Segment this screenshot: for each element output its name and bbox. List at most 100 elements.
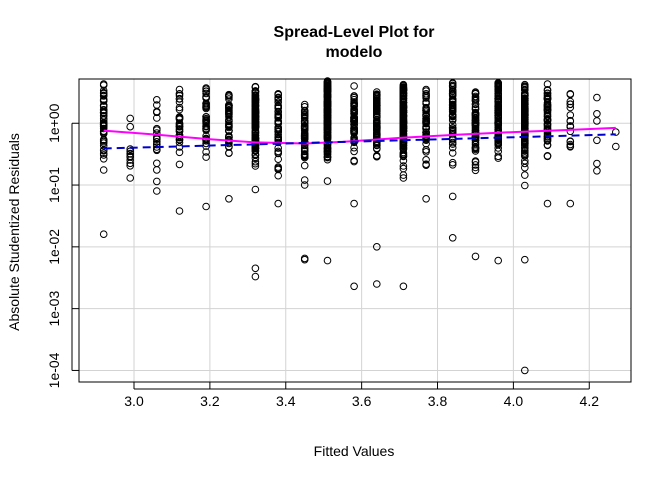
data-point xyxy=(274,102,283,111)
data-point xyxy=(175,138,184,147)
data-point xyxy=(251,94,260,102)
data-point xyxy=(202,103,210,111)
data-point xyxy=(323,113,332,121)
data-point xyxy=(300,103,309,111)
data-point xyxy=(350,101,358,109)
data-point xyxy=(274,171,283,180)
data-point xyxy=(448,143,457,152)
data-point xyxy=(274,98,283,107)
chart-title-line1: Spread-Level Plot for xyxy=(274,24,435,41)
data-point xyxy=(494,119,503,128)
robust-fit-line xyxy=(103,133,616,150)
data-point xyxy=(494,94,503,103)
data-point xyxy=(521,116,529,125)
data-point xyxy=(422,124,430,133)
data-point xyxy=(593,167,601,175)
data-point xyxy=(543,100,552,109)
data-point xyxy=(99,230,108,238)
data-point xyxy=(521,152,529,160)
data-point xyxy=(566,142,575,150)
data-point xyxy=(350,98,358,106)
data-point xyxy=(300,150,309,159)
data-point xyxy=(566,116,575,125)
data-point xyxy=(274,163,283,171)
data-point xyxy=(99,86,108,95)
data-point xyxy=(521,104,529,113)
data-point xyxy=(175,103,184,112)
data-points xyxy=(99,77,620,375)
data-point xyxy=(494,127,503,136)
data-point xyxy=(422,94,430,102)
data-point xyxy=(202,202,210,211)
data-point xyxy=(274,133,283,141)
data-point xyxy=(251,83,260,91)
data-point xyxy=(521,181,529,190)
data-point xyxy=(153,166,161,174)
data-point xyxy=(202,139,210,148)
data-point xyxy=(202,87,210,95)
x-tick-label: 3.0 xyxy=(124,393,144,409)
data-point xyxy=(494,152,503,161)
data-point xyxy=(373,127,381,135)
data-point xyxy=(99,141,108,150)
data-point xyxy=(350,147,358,156)
data-point xyxy=(175,160,184,169)
data-point xyxy=(251,272,260,281)
data-point xyxy=(99,146,108,154)
data-point xyxy=(448,192,457,201)
y-tick-label: 1e-01 xyxy=(46,167,62,203)
data-point xyxy=(448,89,457,98)
data-point xyxy=(373,144,381,153)
data-point xyxy=(175,90,184,98)
data-point xyxy=(494,87,503,96)
data-point xyxy=(566,90,575,99)
data-point xyxy=(153,187,161,195)
x-tick-label: 3.2 xyxy=(200,393,220,409)
data-point xyxy=(399,86,408,94)
data-point xyxy=(300,254,309,263)
data-point xyxy=(274,107,283,116)
data-point xyxy=(422,98,430,106)
data-point xyxy=(521,141,529,149)
data-point xyxy=(350,143,358,152)
y-axis: 1e-04 1e-03 1e-02 1e-01 1e+00 xyxy=(46,103,79,388)
data-point xyxy=(99,119,108,127)
data-point xyxy=(373,104,381,113)
data-point xyxy=(566,111,575,119)
data-point xyxy=(350,115,358,124)
data-point xyxy=(202,125,210,133)
data-point xyxy=(251,157,260,166)
data-point xyxy=(202,148,210,156)
data-point xyxy=(175,115,184,124)
y-tick-label: 1e-02 xyxy=(46,229,62,265)
data-point xyxy=(521,146,529,155)
data-point xyxy=(300,181,309,189)
data-point xyxy=(373,93,381,101)
y-tick-label: 1e+00 xyxy=(46,103,62,143)
data-point xyxy=(399,171,408,179)
data-point xyxy=(350,199,358,208)
data-point xyxy=(373,121,381,129)
data-point xyxy=(202,113,210,121)
data-point xyxy=(300,161,309,170)
data-point xyxy=(251,121,260,129)
data-point xyxy=(471,252,480,261)
data-point xyxy=(350,82,358,90)
data-point xyxy=(251,159,260,168)
data-point xyxy=(153,138,161,146)
data-point xyxy=(521,171,529,179)
data-point xyxy=(126,174,134,182)
grid-lines xyxy=(79,79,631,382)
data-point xyxy=(251,126,260,135)
data-point xyxy=(99,81,108,89)
chart-title-line2: modelo xyxy=(326,44,383,61)
data-point xyxy=(274,147,283,156)
data-point xyxy=(274,95,283,104)
data-point xyxy=(448,120,457,129)
x-tick-label: 3.4 xyxy=(276,393,296,409)
data-point xyxy=(373,280,381,288)
data-point xyxy=(323,102,332,110)
data-point xyxy=(422,160,430,168)
data-point xyxy=(521,125,529,134)
data-point xyxy=(448,161,457,169)
